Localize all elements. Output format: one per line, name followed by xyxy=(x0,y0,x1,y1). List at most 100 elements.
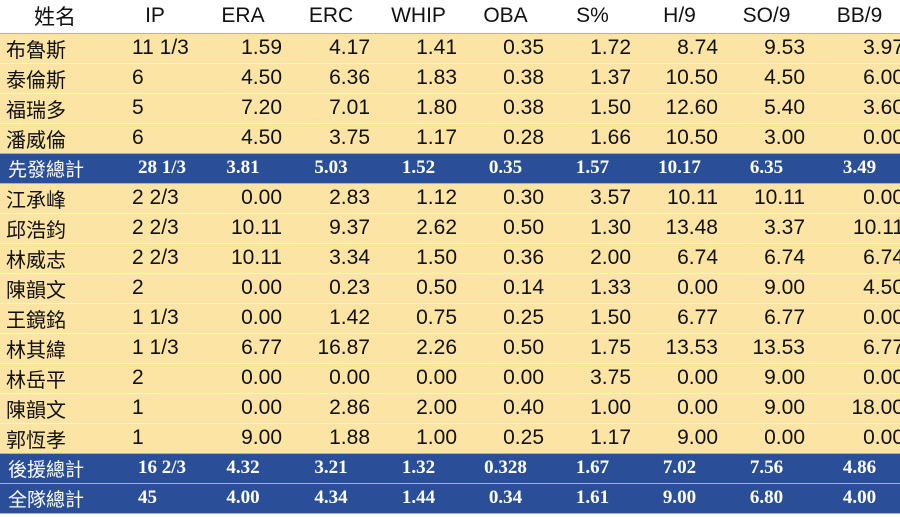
innings-pitched-cell: 1 xyxy=(112,422,200,453)
stat-cell: 0.50 xyxy=(463,212,550,243)
column-header: SO/9 xyxy=(724,0,811,34)
table-row: 福瑞多 5 7.20 7.01 1.80 0.38 1.50 12.60 5.40 3.60 xyxy=(0,92,900,123)
stat-cell: 0.36 xyxy=(463,242,550,273)
stat-cell: 0.40 xyxy=(463,392,550,423)
innings-pitched-cell: 2 xyxy=(112,272,200,303)
stat-cell: 4.00 xyxy=(200,482,288,514)
stat-cell: 0.00 xyxy=(376,362,463,393)
stat-cell: 10.17 xyxy=(637,152,724,184)
stat-cell: 13.48 xyxy=(637,212,724,243)
stat-cell: 1.37 xyxy=(550,62,637,93)
table-row: 林岳平 2 0.00 0.00 0.00 0.00 3.75 0.00 9.00 0.00 xyxy=(0,362,900,393)
player-name-cell: 林岳平 xyxy=(0,362,112,393)
total-row: 全隊總計 45 4.00 4.34 1.44 0.34 1.61 9.00 6.80 4.00 xyxy=(0,482,900,514)
player-name-cell: 江承峰 xyxy=(0,182,112,213)
header-row: 姓名 IP ERA ERC WHIP OBA S% H/9 SO/9 BB/9 xyxy=(0,0,900,34)
table-row: 陳韻文 1 0.00 2.86 2.00 0.40 1.00 0.00 9.00 18.00 xyxy=(0,392,900,423)
stat-cell: 6.77 xyxy=(637,302,724,333)
stat-cell: 0.25 xyxy=(463,302,550,333)
stat-cell: 1.61 xyxy=(550,482,637,514)
stat-cell: 8.74 xyxy=(637,32,724,63)
stat-cell: 3.75 xyxy=(288,122,376,153)
stat-cell: 4.50 xyxy=(811,272,900,303)
column-header: IP xyxy=(112,0,200,34)
table-row: 陳韻文 2 0.00 0.23 0.50 0.14 1.33 0.00 9.00 4.50 xyxy=(0,272,900,303)
stat-cell: 0.00 xyxy=(463,362,550,393)
stat-cell: 1.44 xyxy=(376,482,463,514)
player-name-cell: 陳韻文 xyxy=(0,272,112,303)
table-row: 邱浩鈞 2 2/3 10.11 9.37 2.62 0.50 1.30 13.48 3.37 10… xyxy=(0,212,900,243)
innings-pitched-cell: 2 2/3 xyxy=(112,242,200,273)
stat-cell: 0.50 xyxy=(463,332,550,363)
stat-cell: 1.66 xyxy=(550,122,637,153)
innings-pitched-cell: 6 xyxy=(112,122,200,153)
stat-cell: 4.50 xyxy=(200,122,288,153)
stat-cell: 13.53 xyxy=(637,332,724,363)
stat-cell: 1.30 xyxy=(550,212,637,243)
stat-cell: 0.00 xyxy=(200,362,288,393)
stat-cell: 0.50 xyxy=(376,272,463,303)
stat-cell: 7.20 xyxy=(200,92,288,123)
innings-pitched-cell: 11 1/3 xyxy=(112,32,200,63)
stat-cell: 1.72 xyxy=(550,32,637,63)
stat-cell: 10.50 xyxy=(637,122,724,153)
player-name-cell: 後援總計 xyxy=(0,452,112,484)
stat-cell: 1.80 xyxy=(376,92,463,123)
stat-cell: 10.11 xyxy=(637,182,724,213)
stat-cell: 0.14 xyxy=(463,272,550,303)
stat-cell: 3.49 xyxy=(811,152,900,184)
innings-pitched-cell: 2 2/3 xyxy=(112,182,200,213)
player-name-cell: 布魯斯 xyxy=(0,32,112,63)
stat-cell: 9.00 xyxy=(637,422,724,453)
stat-cell: 0.00 xyxy=(288,362,376,393)
innings-pitched-cell: 16 2/3 xyxy=(112,452,200,484)
innings-pitched-cell: 1 xyxy=(112,392,200,423)
player-name-cell: 潘威倫 xyxy=(0,122,112,153)
stat-cell: 1.41 xyxy=(376,32,463,63)
player-name-cell: 泰倫斯 xyxy=(0,62,112,93)
table-row: 布魯斯 11 1/3 1.59 4.17 1.41 0.35 1.72 8.74 9.53 3.9… xyxy=(0,32,900,63)
column-header: H/9 xyxy=(637,0,724,34)
stat-cell: 6.00 xyxy=(811,62,900,93)
stat-cell: 6.74 xyxy=(811,242,900,273)
stat-cell: 4.17 xyxy=(288,32,376,63)
stat-cell: 0.00 xyxy=(637,272,724,303)
player-name-cell: 林其緯 xyxy=(0,332,112,363)
table-row: 潘威倫 6 4.50 3.75 1.17 0.28 1.66 10.50 3.00 0.00 xyxy=(0,122,900,153)
stat-cell: 1.00 xyxy=(376,422,463,453)
stat-cell: 4.50 xyxy=(724,62,811,93)
stat-cell: 1.52 xyxy=(376,152,463,184)
player-name-cell: 王鏡銘 xyxy=(0,302,112,333)
table-row: 江承峰 2 2/3 0.00 2.83 1.12 0.30 3.57 10.11 10.11 0.… xyxy=(0,182,900,213)
stat-cell: 10.11 xyxy=(200,212,288,243)
stat-cell: 0.00 xyxy=(811,122,900,153)
stat-cell: 2.62 xyxy=(376,212,463,243)
stat-cell: 10.11 xyxy=(811,212,900,243)
player-name-cell: 郭恆孝 xyxy=(0,422,112,453)
column-header: OBA xyxy=(463,0,550,34)
stat-cell: 9.37 xyxy=(288,212,376,243)
column-header: ERC xyxy=(288,0,376,34)
player-name-cell: 福瑞多 xyxy=(0,92,112,123)
stat-cell: 3.34 xyxy=(288,242,376,273)
stat-cell: 1.57 xyxy=(550,152,637,184)
innings-pitched-cell: 5 xyxy=(112,92,200,123)
stat-cell: 1.42 xyxy=(288,302,376,333)
stat-cell: 6.77 xyxy=(200,332,288,363)
stat-cell: 5.03 xyxy=(288,152,376,184)
stat-cell: 3.57 xyxy=(550,182,637,213)
stat-cell: 0.00 xyxy=(811,182,900,213)
stat-cell: 3.75 xyxy=(550,362,637,393)
stat-cell: 3.37 xyxy=(724,212,811,243)
stat-cell: 9.53 xyxy=(724,32,811,63)
table-row: 林威志 2 2/3 10.11 3.34 1.50 0.36 2.00 6.74 6.74 6.7… xyxy=(0,242,900,273)
stat-cell: 6.80 xyxy=(724,482,811,514)
player-name-cell: 全隊總計 xyxy=(0,482,112,514)
stat-cell: 0.00 xyxy=(724,422,811,453)
stat-cell: 0.328 xyxy=(463,452,550,484)
stat-cell: 0.23 xyxy=(288,272,376,303)
stat-cell: 0.00 xyxy=(200,302,288,333)
innings-pitched-cell: 6 xyxy=(112,62,200,93)
innings-pitched-cell: 1 1/3 xyxy=(112,302,200,333)
